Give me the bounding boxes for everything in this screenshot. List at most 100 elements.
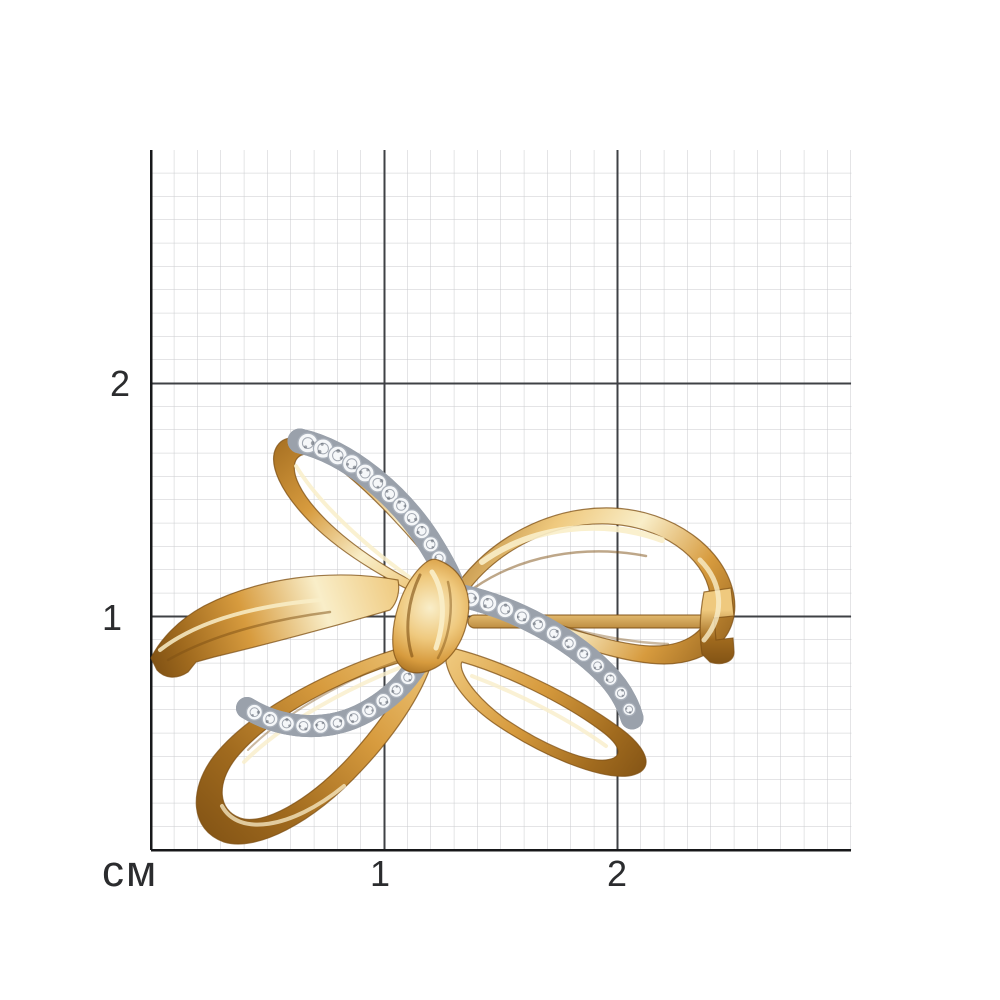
diamond-stone bbox=[580, 649, 584, 653]
measurement-grid bbox=[149, 150, 852, 852]
y-tick-label-2cm: 2 bbox=[110, 363, 130, 404]
diamond-stone bbox=[420, 525, 424, 529]
diamond-stone bbox=[403, 672, 413, 682]
diamond-stone bbox=[352, 465, 357, 470]
diamond-stone bbox=[379, 701, 382, 705]
diamond-stone bbox=[315, 723, 319, 727]
diamond-stone bbox=[350, 714, 353, 717]
x-tick-label-1cm: 1 bbox=[370, 853, 390, 894]
diamond-stone bbox=[295, 717, 312, 735]
diamond-stone bbox=[585, 653, 589, 656]
diamond-stone bbox=[407, 518, 411, 522]
diamond-stone bbox=[341, 453, 362, 474]
diamond-stone bbox=[589, 658, 606, 674]
diamond-stone bbox=[628, 711, 632, 714]
diamond-stone bbox=[403, 504, 407, 508]
diamond-stone bbox=[599, 665, 603, 669]
diamond-stone bbox=[321, 721, 325, 725]
diamond-stone bbox=[304, 727, 308, 731]
diamond-stone bbox=[513, 607, 531, 626]
diamond-stone bbox=[478, 593, 498, 613]
diamond-stone bbox=[355, 463, 375, 483]
diamond-stone bbox=[256, 710, 261, 714]
diamond-stone bbox=[425, 539, 436, 550]
diamond-stone bbox=[602, 671, 618, 687]
diamond-stone bbox=[430, 539, 434, 543]
diamond-stone bbox=[358, 470, 363, 475]
diamond-stone bbox=[593, 666, 597, 669]
diamond-stone bbox=[261, 710, 279, 728]
diamond-stone bbox=[561, 635, 578, 652]
diamond-stone bbox=[395, 685, 398, 688]
diamond-stone bbox=[385, 489, 389, 493]
diamond-stone bbox=[529, 615, 547, 634]
diamond-stone bbox=[278, 715, 296, 733]
diamond-stone bbox=[365, 705, 369, 709]
diamond-stone bbox=[407, 672, 411, 676]
grid-minor-area bbox=[151, 150, 852, 851]
diamond-stone bbox=[503, 603, 508, 607]
y-tick-label-1cm: 1 bbox=[102, 597, 122, 638]
diamond-stone bbox=[522, 618, 527, 622]
diamond-stone bbox=[622, 702, 637, 717]
diamond-stone bbox=[304, 445, 308, 449]
diamond-stone bbox=[312, 717, 329, 735]
diamond-stone bbox=[566, 645, 570, 649]
diamond-stone bbox=[251, 714, 254, 717]
diamond-stone bbox=[625, 707, 628, 710]
diamond-stone bbox=[317, 449, 322, 454]
diamond-stone bbox=[621, 694, 624, 697]
diamond-stone bbox=[388, 681, 405, 699]
diamond-stone bbox=[368, 473, 388, 493]
diamond-stone bbox=[320, 442, 324, 446]
diamond-stone bbox=[413, 522, 431, 540]
diamond-stone bbox=[288, 724, 291, 727]
diamond-stone bbox=[621, 688, 624, 692]
diamond-stone bbox=[392, 496, 411, 515]
diamond-stone bbox=[345, 709, 363, 727]
diamond-stone bbox=[371, 709, 374, 712]
diamond-stone bbox=[552, 635, 556, 639]
diamond-stone bbox=[605, 678, 609, 682]
diamond-stone bbox=[403, 509, 421, 527]
diamond-stone bbox=[298, 725, 302, 728]
diamond-stone bbox=[532, 622, 536, 626]
x-tick-label-2cm: 2 bbox=[607, 853, 627, 894]
diamond-stone bbox=[485, 598, 489, 601]
diamond-stone bbox=[516, 615, 520, 619]
diamond-stone bbox=[336, 725, 339, 728]
diamond-stone bbox=[408, 678, 411, 682]
pin-catch bbox=[699, 587, 735, 665]
scale-labels: 2 1 1 2 см bbox=[102, 363, 627, 896]
diamond-stone bbox=[609, 674, 612, 677]
diamond-stone bbox=[506, 610, 510, 613]
diamond-stone bbox=[414, 517, 418, 521]
diamond-stone bbox=[565, 639, 568, 643]
diamond-stone bbox=[496, 600, 515, 619]
diamond-stone bbox=[397, 500, 401, 504]
diamond-stone bbox=[380, 484, 400, 504]
diamond-stone bbox=[336, 448, 341, 453]
diamond-stone bbox=[539, 620, 542, 624]
diamond-stone bbox=[473, 596, 478, 600]
diamond-stone bbox=[245, 703, 264, 721]
diamond-stone bbox=[575, 646, 592, 662]
diamond-stone bbox=[310, 441, 315, 446]
diamond-stone bbox=[351, 720, 355, 724]
diamond-stone bbox=[385, 700, 389, 704]
diamond-stone bbox=[391, 689, 395, 693]
unit-label-cm: см bbox=[102, 847, 158, 896]
diamond-stone bbox=[346, 462, 350, 466]
diamond-stone bbox=[268, 714, 271, 717]
diamond-stone bbox=[339, 456, 343, 460]
diamond-stone bbox=[285, 718, 289, 722]
diamond-stone bbox=[616, 689, 626, 698]
bow-lower-right-loop bbox=[445, 647, 647, 777]
diamond-stone bbox=[329, 714, 346, 732]
diamond-stone bbox=[545, 625, 563, 642]
diamond-stone bbox=[434, 556, 437, 559]
diamond-stone bbox=[483, 604, 487, 608]
diamond-stone bbox=[613, 686, 629, 701]
